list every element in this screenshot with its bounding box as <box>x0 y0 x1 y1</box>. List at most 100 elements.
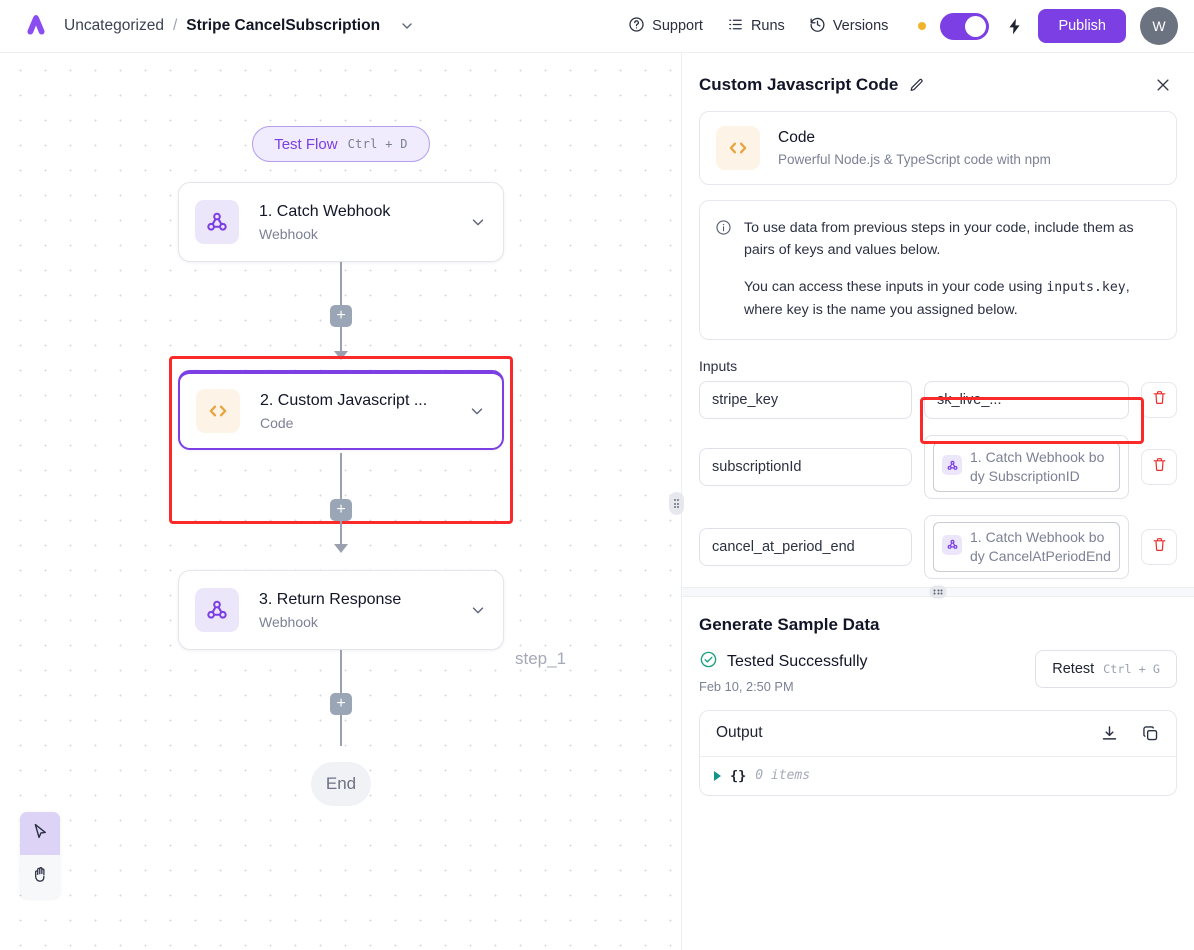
trash-icon <box>1151 389 1168 411</box>
retest-button[interactable]: Retest Ctrl + G <box>1035 649 1177 688</box>
panel-resize-handle[interactable] <box>669 492 684 515</box>
versions-label: Versions <box>832 18 889 34</box>
delete-input-button[interactable] <box>1141 382 1177 419</box>
chevron-down-icon[interactable] <box>469 601 487 619</box>
enable-toggle[interactable] <box>940 12 990 40</box>
status-text: Tested Successfully <box>727 652 868 670</box>
test-flow-label: Test Flow <box>274 135 338 153</box>
breadcrumb-category[interactable]: Uncategorized <box>64 17 164 34</box>
cursor-arrow-icon <box>31 822 50 846</box>
history-icon <box>809 16 826 37</box>
node-title: 1. Catch Webhook <box>259 202 391 220</box>
end-node[interactable]: End <box>311 762 371 806</box>
card-subtitle: Powerful Node.js & TypeScript code with … <box>778 152 1051 167</box>
output-json-row[interactable]: {} 0 items <box>700 757 1176 795</box>
reference-chip[interactable]: 1. Catch Webhook body SubscriptionID <box>933 442 1120 492</box>
info-p2-pre: You can access these inputs in your code… <box>744 278 1047 295</box>
inputs-resize-divider[interactable] <box>682 585 1194 599</box>
versions-button[interactable]: Versions <box>797 10 901 43</box>
json-brace: {} <box>730 767 747 784</box>
webhook-icon <box>195 588 239 632</box>
chevron-down-icon[interactable] <box>399 18 415 34</box>
appsmith-logo-icon[interactable] <box>18 8 54 44</box>
status-top: Tested Successfully <box>699 650 868 674</box>
info-p2-code: inputs.key <box>1046 279 1126 295</box>
runs-label: Runs <box>750 18 785 34</box>
input-value-field[interactable]: sk_live_... <box>924 381 1129 420</box>
chevron-down-icon[interactable] <box>468 402 486 420</box>
add-step-button-1[interactable]: + <box>330 305 352 327</box>
status-dot <box>918 22 927 30</box>
json-items-count: 0 items <box>755 768 811 784</box>
app-header: Uncategorized / Stripe CancelSubscriptio… <box>0 0 1194 53</box>
step-config-panel: Custom Javascript Code Code Powerful Nod… <box>681 53 1194 950</box>
generate-sample-data-title: Generate Sample Data <box>699 614 880 634</box>
flow-canvas[interactable]: Test Flow Ctrl + D 1. Catch Webhook Webh… <box>0 53 676 950</box>
avatar[interactable]: W <box>1140 7 1178 45</box>
webhook-icon <box>942 455 962 476</box>
input-key-field[interactable]: cancel_at_period_end <box>699 527 912 566</box>
delete-input-button[interactable] <box>1141 528 1177 565</box>
info-paragraph-2: You can access these inputs in your code… <box>744 276 1160 321</box>
status-timestamp: Feb 10, 2:50 PM <box>699 678 794 694</box>
card-text: Code Powerful Node.js & TypeScript code … <box>778 129 1051 167</box>
download-icon[interactable] <box>1100 724 1119 743</box>
output-header: Output <box>700 711 1176 757</box>
support-button[interactable]: Support <box>616 10 715 43</box>
step-type-card[interactable]: Code Powerful Node.js & TypeScript code … <box>699 111 1177 185</box>
pan-tool-button[interactable] <box>20 855 60 898</box>
input-value-field[interactable]: 1. Catch Webhook body SubscriptionID <box>924 435 1129 499</box>
input-row: stripe_key sk_live_... <box>699 381 1177 420</box>
lightning-bolt-icon[interactable] <box>1005 17 1024 36</box>
canvas-tool-column <box>20 812 60 898</box>
flow-node-catch-webhook[interactable]: 1. Catch Webhook Webhook <box>178 182 504 262</box>
close-icon[interactable] <box>1154 76 1172 94</box>
copy-icon[interactable] <box>1141 724 1160 743</box>
flow-node-return-response[interactable]: 3. Return Response Webhook <box>178 570 504 650</box>
reference-chip[interactable]: 1. Catch Webhook body CancelAtPeriodEnd <box>933 521 1120 572</box>
inputs-label: Inputs <box>699 358 738 375</box>
card-title: Code <box>778 129 816 146</box>
delete-input-button[interactable] <box>1141 449 1177 486</box>
add-step-button-2[interactable]: + <box>330 499 352 521</box>
select-tool-button[interactable] <box>20 812 60 855</box>
retest-shortcut: Ctrl + G <box>1103 661 1160 676</box>
arrow-2 <box>334 544 348 553</box>
header-actions: Support Runs Versions Publish <box>616 7 1194 45</box>
chevron-down-icon[interactable] <box>469 213 487 231</box>
list-icon <box>727 16 744 37</box>
drag-handle-icon <box>673 499 680 508</box>
trash-icon <box>1151 456 1168 478</box>
add-step-button-3[interactable]: + <box>330 693 352 715</box>
webhook-icon <box>942 534 962 555</box>
node-subtitle: Webhook <box>259 613 318 630</box>
input-value-field[interactable]: 1. Catch Webhook body CancelAtPeriodEnd <box>924 514 1129 579</box>
drag-grip-icon <box>929 585 947 599</box>
node-subtitle: Code <box>260 414 294 431</box>
support-label: Support <box>652 18 703 34</box>
triangle-right-icon[interactable] <box>714 770 721 781</box>
arrow-1 <box>334 351 348 360</box>
flow-node-custom-javascript[interactable]: 2. Custom Javascript ... Code <box>178 370 504 450</box>
output-actions <box>1100 724 1160 743</box>
input-row: cancel_at_period_end 1. Catch Webhook bo… <box>699 514 1177 579</box>
page-title: Stripe CancelSubscription <box>186 17 381 34</box>
runs-button[interactable]: Runs <box>715 10 797 43</box>
retest-label: Retest <box>1052 660 1095 677</box>
info-callout: To use data from previous steps in your … <box>699 200 1177 341</box>
info-p2-post: , where key is the name you assigned bel… <box>744 278 1130 318</box>
panel-body: Code Powerful Node.js & TypeScript code … <box>682 103 1194 796</box>
test-flow-shortcut: Ctrl + D <box>347 137 408 151</box>
output-title: Output <box>716 724 763 742</box>
input-key-field[interactable]: subscriptionId <box>699 448 912 487</box>
hand-icon <box>31 865 50 889</box>
test-flow-button[interactable]: Test Flow Ctrl + D <box>252 126 430 162</box>
input-key-field[interactable]: stripe_key <box>699 381 912 420</box>
node-subtitle: Webhook <box>259 225 318 242</box>
breadcrumb-separator: / <box>172 17 178 34</box>
pencil-icon[interactable] <box>908 77 925 94</box>
panel-header: Custom Javascript Code <box>682 53 1194 103</box>
publish-button[interactable]: Publish <box>1038 9 1126 43</box>
code-icon <box>196 389 240 433</box>
